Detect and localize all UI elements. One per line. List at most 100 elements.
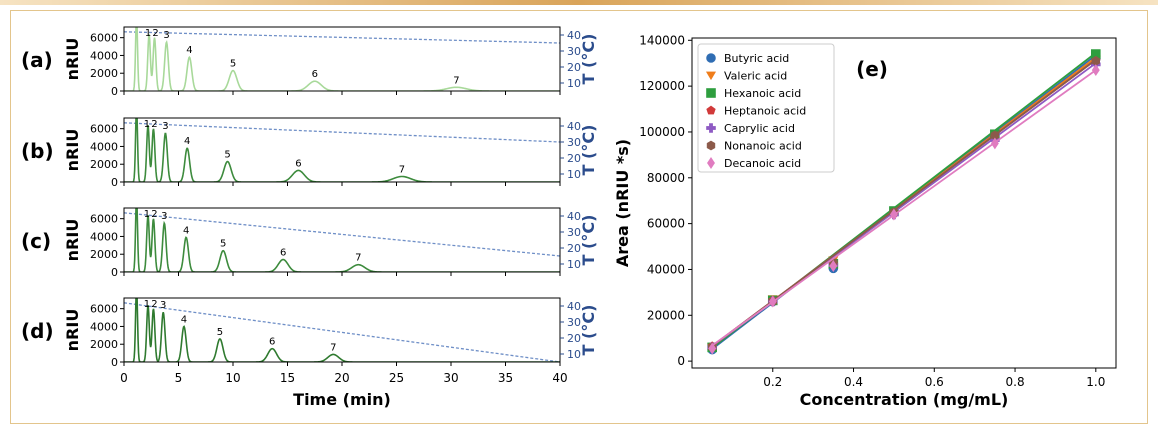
peak-label-6: 6 <box>280 248 286 259</box>
y-tick-label: 2000 <box>90 158 118 171</box>
fit-line <box>711 59 1097 347</box>
temperature-line <box>124 302 560 362</box>
data-point-diamond <box>1091 64 1100 77</box>
figure-frame <box>10 10 1148 424</box>
y-tick-label: 0 <box>111 85 118 98</box>
y2-tick-label: 30 <box>567 226 581 239</box>
peak-label-7: 7 <box>330 342 336 353</box>
y2-axis-title: T (°C) <box>579 305 598 356</box>
panel-label: (d) <box>21 319 54 343</box>
peak-label-7: 7 <box>355 253 361 264</box>
legend-label: Decanoic acid <box>724 157 801 170</box>
peak-label-7: 7 <box>399 164 405 175</box>
x-axis-title: Concentration (mg/mL) <box>800 390 1009 409</box>
y-tick-label: 80000 <box>647 171 685 185</box>
chromatogram-trace <box>124 298 560 362</box>
y2-tick-label: 10 <box>567 348 581 361</box>
x-tick-label: 25 <box>389 371 404 385</box>
y-axis-title: nRIU <box>63 219 82 262</box>
peak-label-2: 2 <box>151 119 157 130</box>
y-tick-label: 2000 <box>90 248 118 261</box>
legend-box <box>697 43 835 173</box>
y2-axis-title: T (°C) <box>579 125 598 176</box>
peak-label-1: 1 <box>145 28 151 39</box>
y2-tick-label: 40 <box>567 29 581 42</box>
peak-label-6: 6 <box>295 158 301 169</box>
x-tick-label: 20 <box>334 371 349 385</box>
x-tick-label: 40 <box>552 371 567 385</box>
chromatogram-panel-a: 1 2 3 4 5 6 7 0 2000 4000 6000 10 20 30 40 nRIU T (°C) (a… <box>21 26 598 98</box>
y2-tick-label: 20 <box>567 332 581 345</box>
panel-axes-box <box>123 297 561 363</box>
peak-label-5: 5 <box>230 59 236 70</box>
y2-tick-label: 40 <box>567 300 581 313</box>
y-axis-title: Area (nRIU *s) <box>613 139 632 267</box>
y2-axis-title: T (°C) <box>579 34 598 85</box>
y2-tick-label: 10 <box>567 168 581 181</box>
y2-tick-label: 20 <box>567 152 581 165</box>
data-point-square <box>706 88 716 98</box>
chromatogram-panel-c: 1 2 3 4 5 6 7 0 2000 4000 6000 10 20 30 40 nRIU T (°C) (c… <box>21 207 598 279</box>
peak-label-2: 2 <box>151 209 157 220</box>
x-tick-label: 30 <box>443 371 458 385</box>
x-tick-label: 0.2 <box>763 375 782 389</box>
x-tick-label: 0.4 <box>844 375 863 389</box>
legend-label: Nonanoic acid <box>724 140 802 153</box>
peak-label-3: 3 <box>161 211 167 222</box>
y-tick-label: 100000 <box>639 125 685 139</box>
y-tick-label: 140000 <box>639 33 685 47</box>
legend-label: Hexanoic acid <box>724 87 801 100</box>
y-tick-label: 6000 <box>90 123 118 136</box>
peak-label-4: 4 <box>183 225 189 236</box>
y2-axis-title: T (°C) <box>579 215 598 266</box>
y-tick-label: 120000 <box>639 79 685 93</box>
data-point-hexagon <box>706 140 716 151</box>
peak-label-6: 6 <box>312 69 318 80</box>
y2-tick-label: 10 <box>567 258 581 271</box>
y-tick-label: 0 <box>111 176 118 189</box>
temperature-line <box>124 122 560 143</box>
y-tick-label: 0 <box>677 354 685 368</box>
series-decanoic-acid <box>708 64 1100 355</box>
y2-tick-label: 40 <box>567 120 581 133</box>
peak-label-5: 5 <box>224 150 230 161</box>
y-axis-title: nRIU <box>63 129 82 172</box>
temperature-line <box>124 31 560 44</box>
y2-tick-label: 20 <box>567 61 581 74</box>
panel-axes-box <box>123 117 561 183</box>
legend-label: Heptanoic acid <box>724 105 806 118</box>
chromatogram-panel-d: 1 2 3 4 5 6 7 0 2000 4000 6000 10 20 30 40 nRIU T (°C) (d… <box>21 297 598 409</box>
panel-label: (c) <box>21 229 51 253</box>
y-axis-title: nRIU <box>63 309 82 352</box>
peak-label-2: 2 <box>151 299 157 310</box>
y2-tick-label: 30 <box>567 316 581 329</box>
y-tick-label: 6000 <box>90 303 118 316</box>
legend-label: Valeric acid <box>724 70 787 83</box>
peak-label-3: 3 <box>163 30 169 41</box>
data-point-plus <box>706 123 716 133</box>
panel-label: (b) <box>21 139 54 163</box>
data-point-diamond <box>990 137 999 150</box>
y-tick-label: 60000 <box>647 217 685 231</box>
y-tick-label: 2000 <box>90 338 118 351</box>
y-tick-label: 4000 <box>90 230 118 243</box>
y-tick-label: 0 <box>111 266 118 279</box>
x-axis-title: Time (min) <box>293 390 391 409</box>
chromatogram-panel-b: 1 2 3 4 5 6 7 0 2000 4000 6000 10 20 30 40 nRIU T (°C) (b… <box>21 117 598 189</box>
fit-line <box>711 69 1097 347</box>
peak-label-3: 3 <box>160 300 166 311</box>
peak-label-4: 4 <box>186 45 192 56</box>
peak-label-3: 3 <box>162 121 168 132</box>
y2-tick-label: 30 <box>567 136 581 149</box>
y2-tick-label: 30 <box>567 45 581 58</box>
top-accent-bar <box>0 0 1158 5</box>
peak-label-2: 2 <box>152 28 158 39</box>
panel-label: (e) <box>856 57 888 81</box>
legend-label: Butyric acid <box>724 52 789 65</box>
peak-label-5: 5 <box>220 239 226 250</box>
calibration-panel: 0 20000 40000 60000 80000 100000 120000 140000 0… <box>613 33 1117 409</box>
x-tick-label: 0 <box>120 371 128 385</box>
y-tick-label: 6000 <box>90 213 118 226</box>
x-tick-label: 35 <box>498 371 513 385</box>
